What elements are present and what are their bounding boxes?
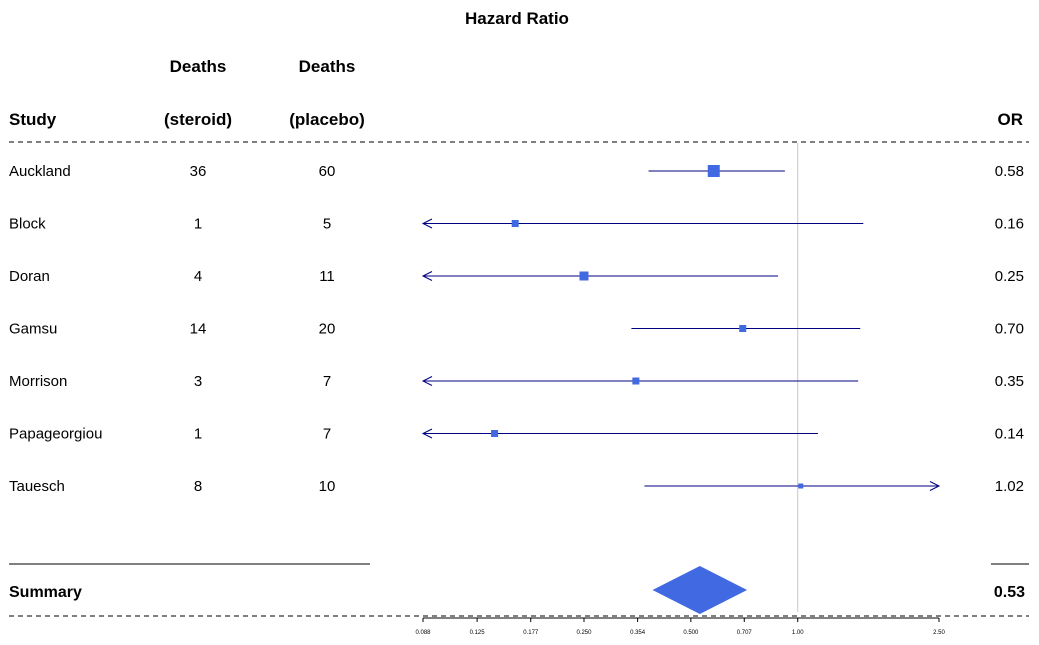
point-estimate-box bbox=[707, 165, 720, 177]
point-estimate-box bbox=[798, 483, 804, 489]
x-tick-label: 0.250 bbox=[576, 630, 592, 636]
odds-ratio: 0.25 bbox=[995, 268, 1024, 285]
study-row: Doran 4 11 0.25 bbox=[9, 268, 1024, 285]
steroid-header-line1: Deaths bbox=[170, 57, 227, 76]
x-tick-label: 2.50 bbox=[933, 630, 945, 636]
summary-diamond bbox=[652, 566, 748, 614]
placebo-deaths: 10 bbox=[319, 478, 336, 495]
point-estimate-box bbox=[511, 220, 519, 227]
study-name: Block bbox=[9, 216, 46, 233]
chart-title: Hazard Ratio bbox=[465, 9, 569, 28]
point-estimate-box bbox=[491, 430, 499, 437]
ci-arrow-left bbox=[421, 218, 433, 229]
point-estimate-box bbox=[579, 271, 589, 281]
study-row: Papageorgiou 1 7 0.14 bbox=[9, 426, 1024, 443]
x-tick-label: 0.177 bbox=[523, 630, 539, 636]
placebo-header-line2: (placebo) bbox=[289, 110, 365, 129]
study-name: Gamsu bbox=[9, 321, 57, 338]
study-name: Morrison bbox=[9, 373, 67, 390]
ci-arrow-left bbox=[421, 428, 433, 439]
or-header: OR bbox=[998, 110, 1024, 129]
study-row: Morrison 3 7 0.35 bbox=[9, 373, 1024, 390]
odds-ratio: 0.16 bbox=[995, 216, 1024, 233]
study-name: Papageorgiou bbox=[9, 426, 102, 443]
steroid-deaths: 3 bbox=[194, 373, 202, 390]
odds-ratio: 0.70 bbox=[995, 321, 1024, 338]
x-tick-label: 0.500 bbox=[683, 630, 699, 636]
odds-ratio: 0.14 bbox=[995, 426, 1024, 443]
study-row: Block 1 5 0.16 bbox=[9, 216, 1024, 233]
steroid-deaths: 1 bbox=[194, 216, 202, 233]
odds-ratio: 0.35 bbox=[995, 373, 1024, 390]
study-name: Auckland bbox=[9, 163, 71, 180]
placebo-deaths: 11 bbox=[319, 268, 335, 285]
placebo-deaths: 5 bbox=[323, 216, 331, 233]
steroid-deaths: 4 bbox=[194, 268, 202, 285]
study-row: Auckland 36 60 0.58 bbox=[9, 163, 1024, 180]
study-name: Doran bbox=[9, 268, 50, 285]
x-tick-label: 0.354 bbox=[630, 630, 646, 636]
point-estimate-box bbox=[739, 325, 747, 332]
odds-ratio: 1.02 bbox=[995, 478, 1024, 495]
placebo-deaths: 7 bbox=[323, 426, 331, 443]
placebo-deaths: 60 bbox=[319, 163, 336, 180]
placebo-deaths: 20 bbox=[319, 321, 336, 338]
study-header: Study bbox=[9, 110, 57, 129]
steroid-deaths: 14 bbox=[190, 321, 207, 338]
x-tick-label: 0.125 bbox=[470, 630, 486, 636]
placebo-deaths: 7 bbox=[323, 373, 331, 390]
study-row: Gamsu 14 20 0.70 bbox=[9, 321, 1024, 338]
x-tick-label: 0.707 bbox=[737, 630, 753, 636]
ci-arrow-left bbox=[421, 271, 433, 281]
study-row: Tauesch 8 10 1.02 bbox=[9, 478, 1024, 495]
steroid-deaths: 36 bbox=[190, 163, 207, 180]
odds-ratio: 0.58 bbox=[995, 163, 1024, 180]
x-tick-label: 0.088 bbox=[415, 630, 431, 636]
steroid-header-line2: (steroid) bbox=[164, 110, 232, 129]
study-name: Tauesch bbox=[9, 478, 65, 495]
steroid-deaths: 8 bbox=[194, 478, 202, 495]
ci-arrow-left bbox=[421, 376, 433, 386]
summary-label: Summary bbox=[9, 584, 82, 601]
point-estimate-box bbox=[632, 377, 640, 385]
summary-or: 0.53 bbox=[994, 584, 1025, 601]
placebo-header-line1: Deaths bbox=[299, 57, 356, 76]
ci-arrow-right bbox=[929, 481, 941, 491]
x-tick-label: 1.00 bbox=[792, 630, 804, 636]
steroid-deaths: 1 bbox=[194, 426, 202, 443]
